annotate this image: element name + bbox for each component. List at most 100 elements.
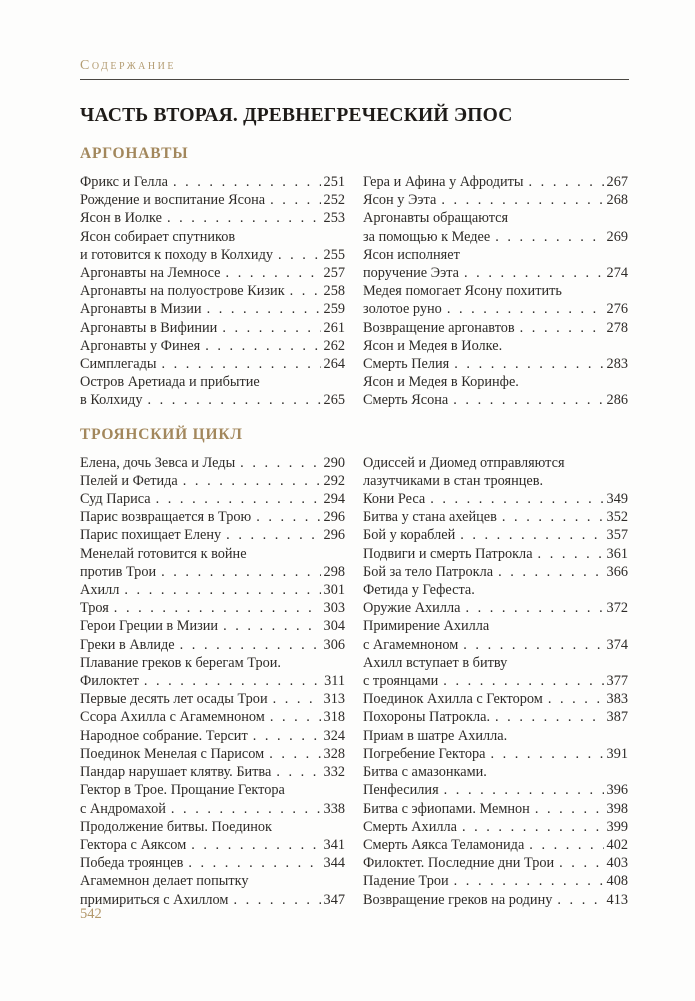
- toc-entry-line: Ясон и Медея в Коринфе.: [363, 373, 628, 391]
- toc-entry: Рождение и воспитание Ясона 252: [80, 191, 345, 209]
- dot-leader: [430, 490, 603, 508]
- dot-leader: [454, 872, 604, 890]
- dot-leader: [290, 282, 321, 300]
- toc-entry-line: Пандар нарушает клятву. Битва 332: [80, 763, 345, 781]
- toc-entry-page: 403: [606, 855, 628, 872]
- toc-entry: Гера и Афина у Афродиты 267: [363, 173, 628, 191]
- toc-entry: Фрикс и Гелла 251: [80, 173, 345, 191]
- toc-entry: Герои Греции в Мизии 304: [80, 617, 345, 635]
- toc-entry: Ахилл вступает в битву с троянцами 377: [363, 654, 628, 690]
- toc-entry-line: с троянцами 377: [363, 672, 628, 690]
- toc-entry-page: 269: [606, 228, 628, 245]
- toc-entry: Битва с амазонками.Пенфесилия 396: [363, 763, 628, 799]
- toc-entry-title: лазутчиками в стан троянцев.: [363, 472, 544, 489]
- toc-entry-line: Битва у стана ахейцев 352: [363, 508, 628, 526]
- dot-leader: [447, 300, 604, 318]
- toc-entry: Аргонавты в Мизии 259: [80, 300, 345, 318]
- toc-entry: Парис возвращается в Трою 296: [80, 508, 345, 526]
- toc-entry-title: Поединок Ахилла с Гектором: [363, 691, 543, 708]
- toc-entry: Подвиги и смерть Патрокла 361: [363, 545, 628, 563]
- toc-entry-line: Смерть Пелия 283: [363, 355, 628, 373]
- toc-entry-line: Симплегады 264: [80, 355, 345, 373]
- toc-entry-line: Герои Греции в Мизии 304: [80, 617, 345, 635]
- toc-entry-page: 338: [323, 800, 345, 817]
- toc-entry: Возвращение греков на родину 413: [363, 891, 628, 909]
- dot-leader: [171, 800, 321, 818]
- dot-leader: [548, 690, 604, 708]
- toc-entry: Плавание греков к берегам Трои. Филоктет 3…: [80, 654, 345, 690]
- toc-entry-page: 303: [323, 600, 345, 617]
- toc-entry-page: 361: [606, 545, 628, 562]
- toc-entry-page: 296: [323, 509, 345, 526]
- toc-entry-title: Возвращение греков на родину: [363, 891, 553, 908]
- toc-entry: Битва у стана ахейцев 352: [363, 508, 628, 526]
- section-heading-argonauts: АРГОНАВТЫ: [80, 145, 189, 162]
- toc-entry-line: Менелай готовится к войне: [80, 545, 345, 563]
- toc-entry-line: Фетида у Гефеста.: [363, 581, 628, 599]
- dot-leader: [161, 355, 320, 373]
- toc-entry-title: Фетида у Гефеста.: [363, 582, 475, 599]
- toc-entry-page: 252: [323, 192, 345, 209]
- toc-entry-line: Битва с амазонками.: [363, 763, 628, 781]
- toc-entry-page: 366: [606, 563, 628, 580]
- dot-leader: [147, 391, 320, 409]
- dot-leader: [441, 191, 603, 209]
- toc-entry-page: 306: [323, 636, 345, 653]
- toc-entry-title: Смерть Ахилла: [363, 818, 457, 835]
- toc-entry-title: Аргонавты в Мизии: [80, 301, 202, 318]
- toc-entry-page: 391: [606, 745, 628, 762]
- toc-entry-title: Рождение и воспитание Ясона: [80, 192, 266, 209]
- toc-entry-line: Примирение Ахилла: [363, 617, 628, 635]
- dot-leader: [278, 246, 321, 264]
- toc-entry-line: Ясон в Иолке 253: [80, 209, 345, 227]
- toc-entry: Филоктет. Последние дни Трои 403: [363, 854, 628, 872]
- toc-entry-page: 290: [323, 454, 345, 471]
- toc-entry-title: Битва с эфиопами. Мемнон: [363, 800, 530, 817]
- toc-entry-page: 251: [323, 174, 345, 190]
- toc-entry-title: Народное собрание. Терсит: [80, 727, 248, 744]
- toc-entry-title: Елена, дочь Зевса и Леды: [80, 454, 236, 471]
- toc-entry-title: Филоктет. Последние дни Трои: [363, 855, 555, 872]
- toc-entry-line: Поединок Менелая с Парисом 328: [80, 745, 345, 763]
- toc-entry-line: Поединок Ахилла с Гектором 383: [363, 690, 628, 708]
- toc-entry-page: 398: [606, 800, 628, 817]
- toc-entry-page: 292: [323, 472, 345, 489]
- dot-leader: [443, 672, 603, 690]
- toc-entry-title: с троянцами: [363, 673, 439, 690]
- toc-entry-title: Смерть Пелия: [363, 356, 450, 373]
- dot-leader: [226, 264, 321, 282]
- toc-entry-line: Ясон и Медея в Иолке.: [363, 337, 628, 355]
- toc-column-right: Гера и Афина у Афродиты 267 Ясон у Ээта 268…: [363, 173, 628, 410]
- toc-entry-title: и готовится к походу в Колхиду: [80, 246, 273, 263]
- dot-leader: [173, 173, 321, 191]
- toc-entry-line: Аргонавты обращаются: [363, 209, 628, 227]
- toc-entry-title: Смерть Ясона: [363, 392, 449, 409]
- dot-leader: [207, 300, 321, 318]
- toc-entry-line: золотое руно 276: [363, 300, 628, 318]
- toc-entry-line: Остров Аретиада и прибытие: [80, 373, 345, 391]
- toc-entry-line: Одиссей и Диомед отправляются: [363, 454, 628, 472]
- toc-columns: Фрикс и Гелла251Рождение и воспитание Яс…: [80, 173, 629, 410]
- page-header: Содержание: [80, 56, 629, 80]
- toc-entry: Одиссей и Диомед отправляются лазутчиками…: [363, 454, 628, 509]
- dot-leader: [276, 763, 320, 781]
- toc-entry-line: Пенфесилия 396: [363, 781, 628, 799]
- dot-leader: [222, 319, 320, 337]
- toc-entry-title: Ясон исполняет: [363, 246, 460, 263]
- dot-leader: [559, 854, 603, 872]
- toc-entry: Битва с эфиопами. Мемнон 398: [363, 800, 628, 818]
- toc-entry: Греки в Авлиде 306: [80, 636, 345, 654]
- dot-leader: [253, 727, 321, 745]
- dot-leader: [538, 545, 604, 563]
- toc-entry-line: примириться с Ахиллом 347: [80, 891, 345, 909]
- toc-entry-title: Троя: [80, 600, 109, 617]
- dot-leader: [205, 337, 320, 355]
- toc-entry: Приам в шатре Ахилла.Погребение Гектора 3…: [363, 727, 628, 763]
- toc-entry-line: Плавание греков к берегам Трои.: [80, 654, 345, 672]
- toc-entry-line: Ахилл 301: [80, 581, 345, 599]
- toc-entry-page: 324: [323, 727, 345, 744]
- toc-entry: Народное собрание. Терсит 324: [80, 727, 345, 745]
- dot-leader: [535, 800, 604, 818]
- toc-entry-page: 383: [606, 691, 628, 708]
